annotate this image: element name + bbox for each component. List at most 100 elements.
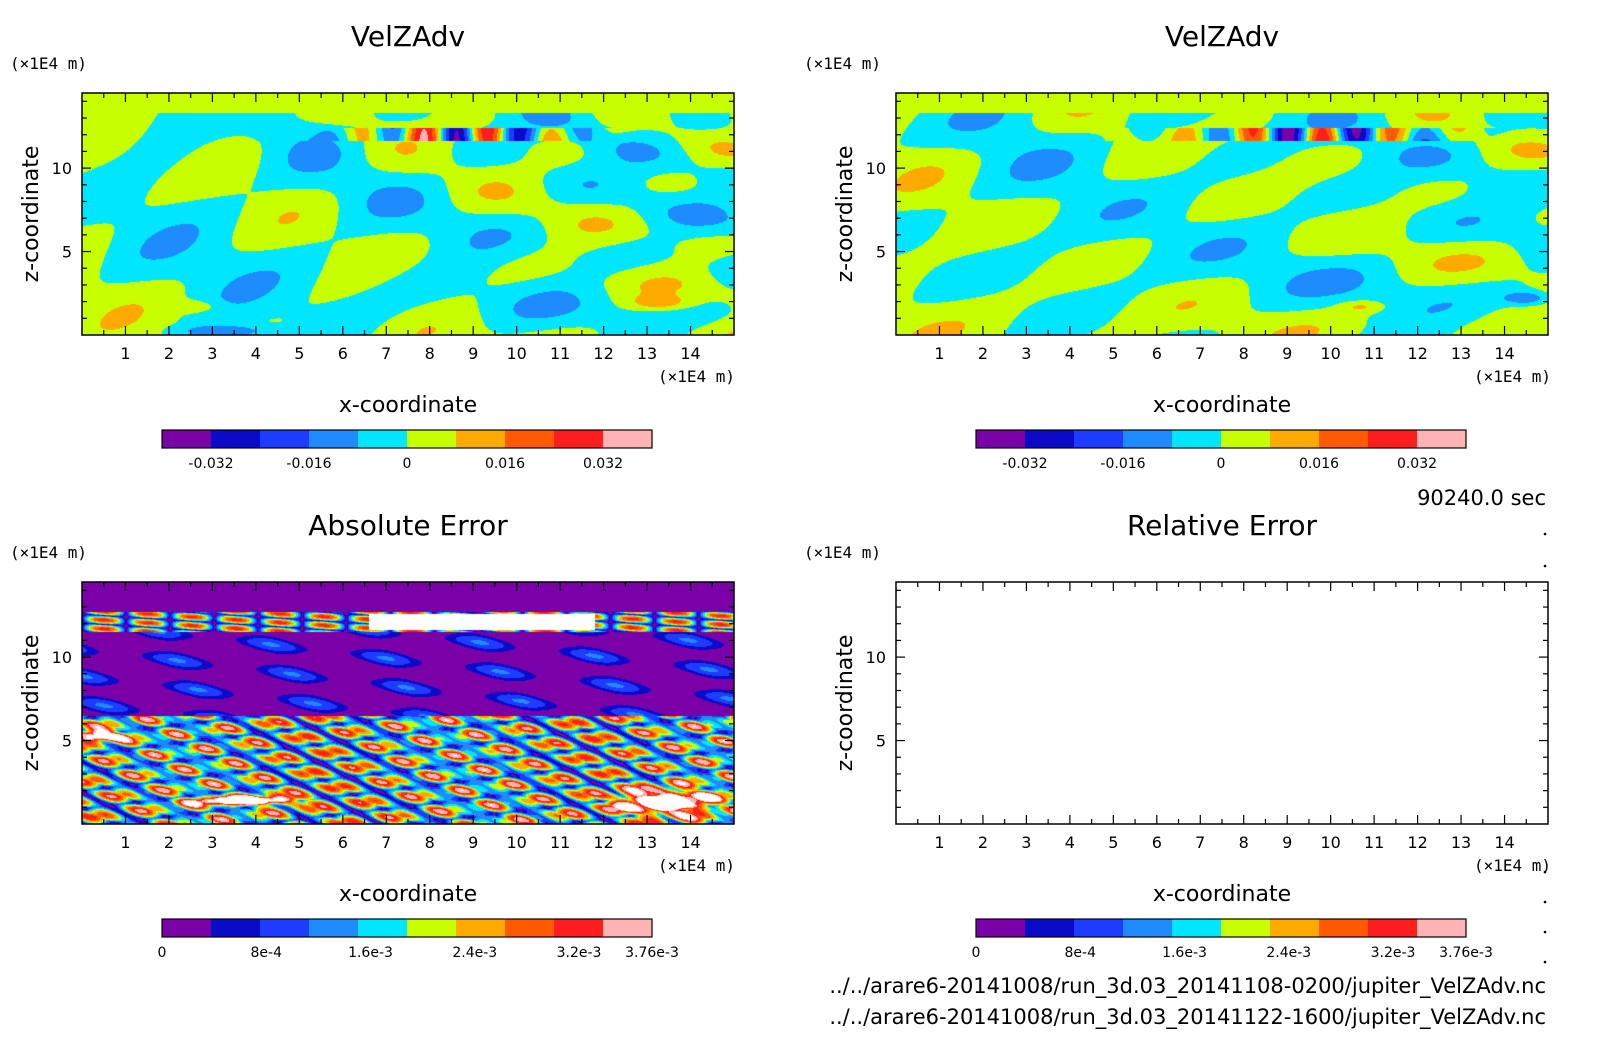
colorbar-tick-label: 2.4e-3 <box>452 945 497 961</box>
colorbar-tick-label: 8e-4 <box>251 945 283 961</box>
colorbar-swatch <box>1172 430 1221 448</box>
x-tick-label: 2 <box>978 833 988 852</box>
x-tick-label: 5 <box>294 344 304 363</box>
separator-dots <box>1543 532 1547 964</box>
colorbar-tick-label: 0 <box>1217 456 1226 472</box>
colorbar-swatch <box>407 919 456 937</box>
colorbar-tick-label: 0 <box>158 945 167 961</box>
x-tick-label: 12 <box>1407 833 1427 852</box>
y-tick-label: 5 <box>62 243 72 262</box>
colorbar: -0.032 -0.016 0 0.016 0.032 <box>161 429 653 472</box>
colorbar-swatch <box>1417 430 1466 448</box>
colorbar-swatch <box>505 430 554 448</box>
colorbar-tick-label: 0.032 <box>583 456 623 472</box>
x-tick-label: 9 <box>1282 833 1292 852</box>
x-tick-label: 3 <box>207 833 217 852</box>
x-tick-label: 1 <box>934 344 944 363</box>
x-tick-label: 10 <box>506 344 526 363</box>
x-tick-label: 9 <box>468 344 478 363</box>
colorbar-tick-label: 0.016 <box>1299 456 1339 472</box>
colorbar-tick-label: -0.016 <box>1100 456 1145 472</box>
x-tick-label: 13 <box>637 833 657 852</box>
y-tick-label: 5 <box>876 243 886 262</box>
colorbar-tick-label: 8e-4 <box>1065 945 1097 961</box>
x-tick-label: 5 <box>1108 833 1118 852</box>
x-tick-label: 7 <box>381 833 391 852</box>
panel-absolute-error: Absolute Error (×1E4 m) 1 2 3 4 5 6 7 8 9 10 11 12 1… <box>10 509 735 961</box>
x-tick-label: 3 <box>1021 344 1031 363</box>
x-tick-label: 3 <box>1021 833 1031 852</box>
x-tick-label: 13 <box>1451 344 1471 363</box>
colorbar-tick-label: 3.76e-3 <box>1439 945 1493 961</box>
colorbar: 0 8e-4 1.6e-3 2.4e-3 3.2e-3 3.76e-3 <box>972 918 1493 961</box>
panel-title: Relative Error <box>1127 509 1318 542</box>
colorbar-tick-label: 3.2e-3 <box>557 945 602 961</box>
x-tick-label: 7 <box>1195 344 1205 363</box>
time-label: 90240.0 sec <box>1417 486 1546 510</box>
colorbar-swatch <box>211 430 260 448</box>
colorbar-swatch <box>1123 919 1172 937</box>
colorbar-swatch <box>162 919 211 937</box>
heatmap-field <box>82 93 734 335</box>
colorbar-swatch <box>1074 430 1123 448</box>
colorbar-swatch <box>554 430 603 448</box>
colorbar-tick-label: 3.76e-3 <box>625 945 679 961</box>
x-tick-label: 8 <box>1239 833 1249 852</box>
colorbar-swatch <box>260 430 309 448</box>
colorbar-swatch <box>1368 919 1417 937</box>
colorbar-swatch <box>1025 430 1074 448</box>
colorbar-tick-label: 0.032 <box>1397 456 1437 472</box>
colorbar-swatch <box>211 919 260 937</box>
colorbar: 0 8e-4 1.6e-3 2.4e-3 3.2e-3 3.76e-3 <box>158 918 679 961</box>
x-tick-label: 11 <box>1364 344 1384 363</box>
colorbar-swatch <box>1270 430 1319 448</box>
colorbar-swatch <box>1368 430 1417 448</box>
panel-velzadv-2: VelZAdv (×1E4 m) 1 2 3 4 5 6 7 8 9 10 11 12 13 14510 … <box>804 20 1551 472</box>
colorbar-swatch <box>1221 430 1270 448</box>
colorbar-swatch <box>1123 430 1172 448</box>
x-tick-label: 2 <box>978 344 988 363</box>
colorbar-frame <box>975 429 1467 449</box>
colorbar-tick-label: 1.6e-3 <box>1162 945 1207 961</box>
colorbar-swatch <box>162 430 211 448</box>
x-tick-label: 3 <box>207 344 217 363</box>
colorbar-swatch <box>1074 919 1123 937</box>
y-axis-label: z-coordinate <box>833 146 858 283</box>
x-tick-label: 14 <box>680 344 700 363</box>
file-path-1: ../../arare6-20141008/run_3d.03_20141108… <box>829 974 1546 999</box>
x-tick-label: 6 <box>1152 344 1162 363</box>
x-unit-label: (×1E4 m) <box>1474 856 1551 875</box>
x-tick-label: 6 <box>338 833 348 852</box>
colorbar-tick-label: 1.6e-3 <box>348 945 393 961</box>
x-unit-label: (×1E4 m) <box>658 367 735 386</box>
x-tick-label: 10 <box>1320 344 1340 363</box>
x-tick-label: 1 <box>934 833 944 852</box>
colorbar-tick-label: -0.032 <box>1002 456 1047 472</box>
colorbar-swatch <box>1319 919 1368 937</box>
y-axis-label: z-coordinate <box>19 146 44 283</box>
x-tick-label: 2 <box>164 833 174 852</box>
x-tick-label: 5 <box>1108 344 1118 363</box>
x-tick-label: 12 <box>593 344 613 363</box>
x-tick-label: 4 <box>1065 833 1075 852</box>
y-tick-label: 10 <box>52 159 72 178</box>
colorbar-swatch <box>456 919 505 937</box>
x-axis-label: x-coordinate <box>339 393 477 418</box>
colorbar-swatch <box>554 919 603 937</box>
heatmap-field <box>896 93 1548 335</box>
colorbar-swatch <box>1417 919 1466 937</box>
y-axis-label: z-coordinate <box>833 635 858 772</box>
y-tick-label: 10 <box>52 648 72 667</box>
x-tick-label: 11 <box>1364 833 1384 852</box>
x-unit-label: (×1E4 m) <box>658 856 735 875</box>
x-tick-label: 12 <box>1407 344 1427 363</box>
x-tick-label: 1 <box>120 344 130 363</box>
y-unit-label: (×1E4 m) <box>804 543 881 562</box>
x-tick-label: 14 <box>1494 833 1514 852</box>
panel-title: VelZAdv <box>1165 20 1279 53</box>
colorbar-swatch <box>603 919 652 937</box>
x-tick-label: 11 <box>550 344 570 363</box>
panel-relative-error: Relative Error (×1E4 m) 1 2 3 4 5 6 7 8 9 10 11 12 1… <box>804 509 1551 961</box>
colorbar-swatch <box>358 919 407 937</box>
